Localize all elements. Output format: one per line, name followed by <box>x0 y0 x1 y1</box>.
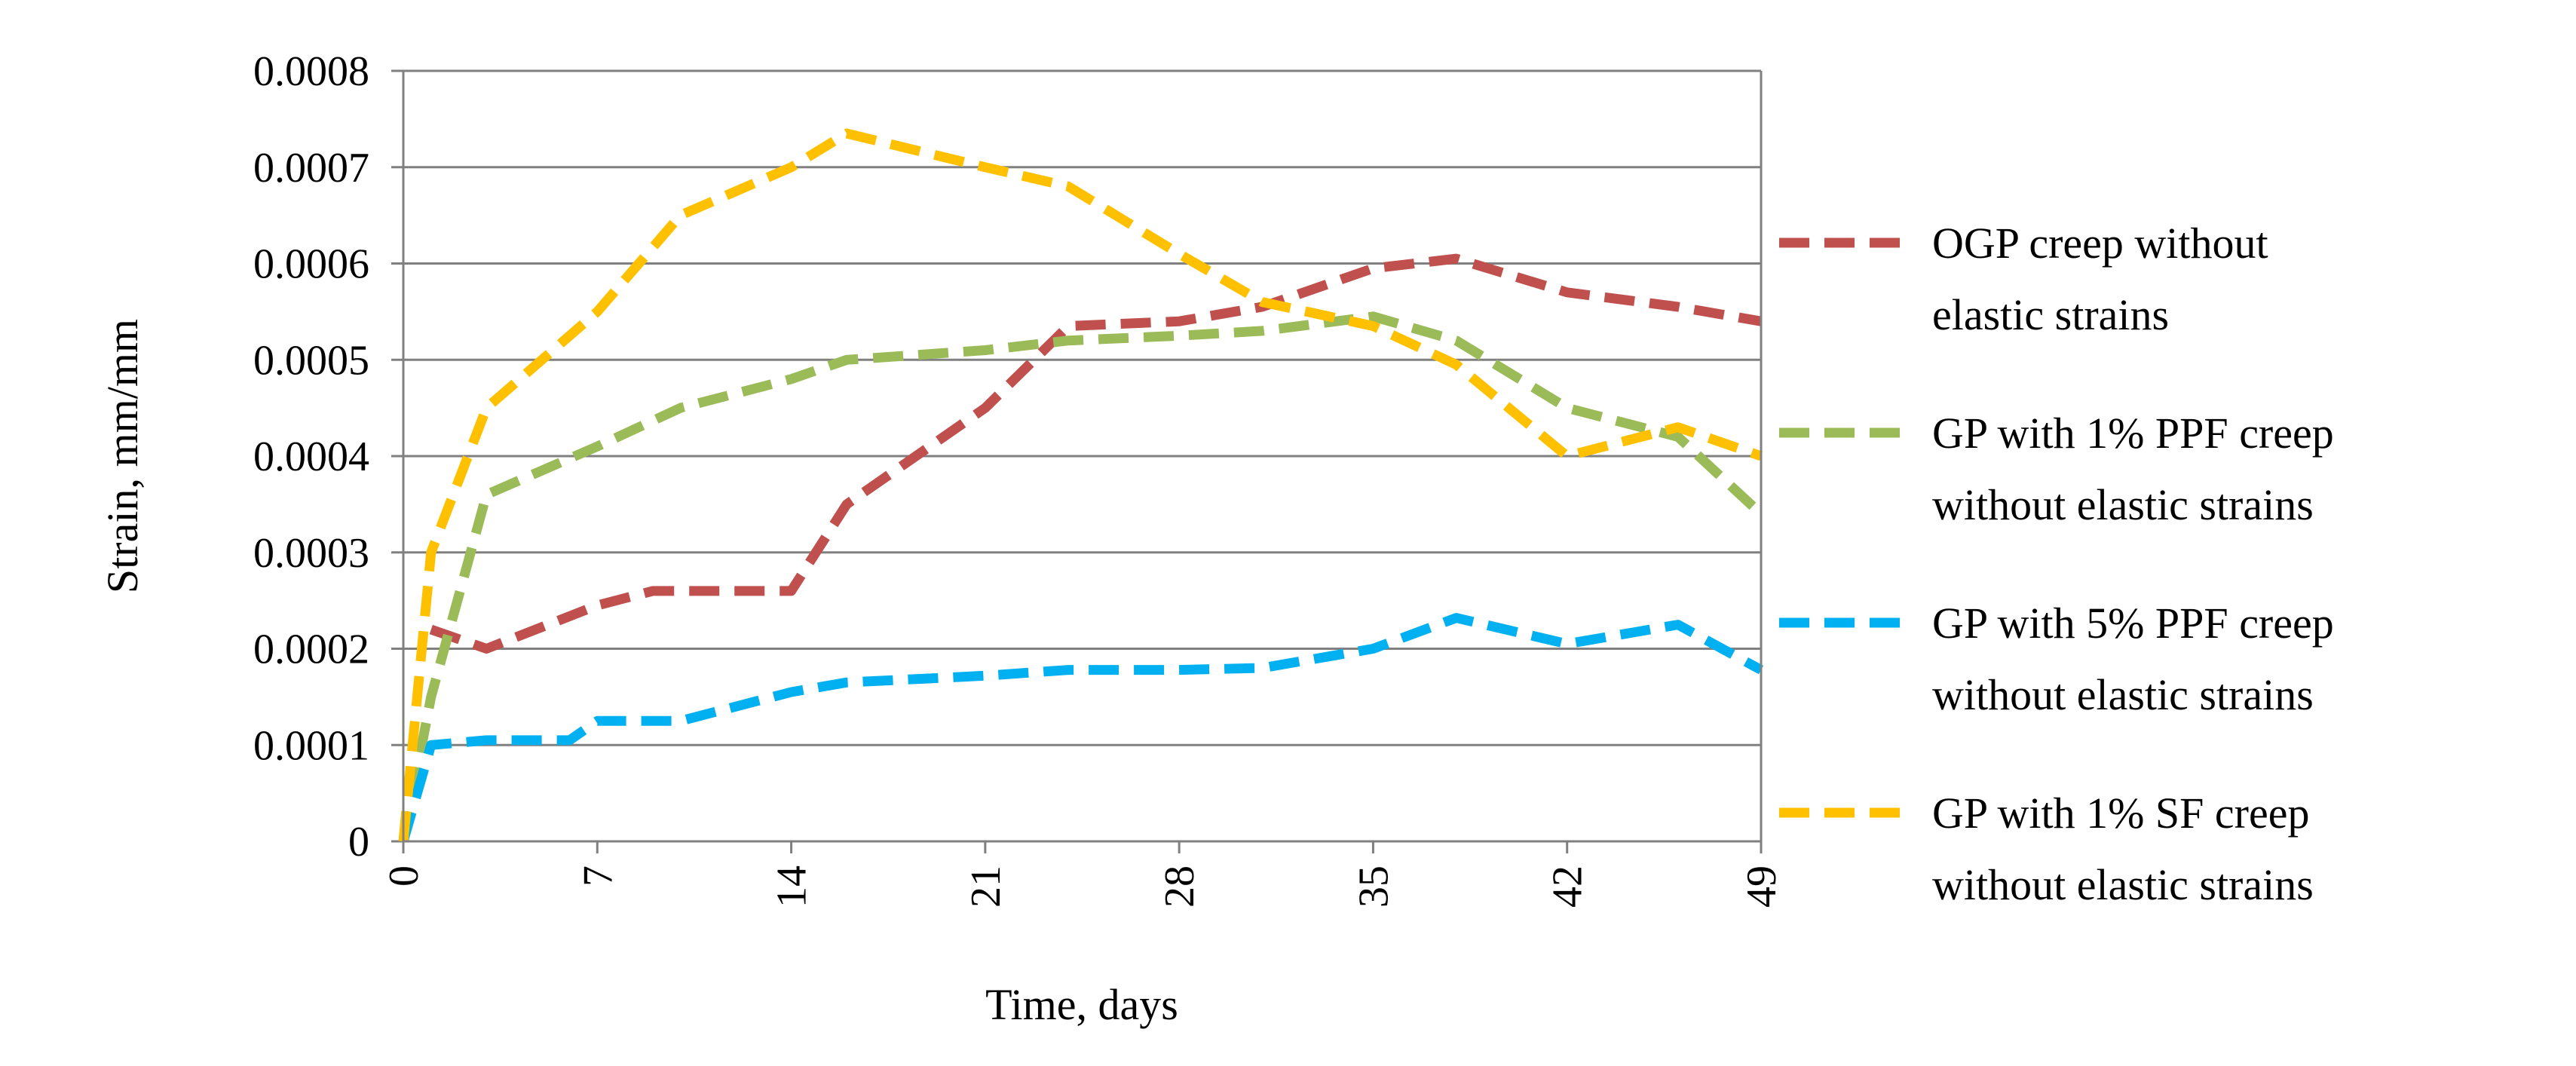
legend-label-2: without elastic strains <box>1932 480 2314 529</box>
x-tick-label: 7 <box>574 865 621 887</box>
y-tick-label: 0.0003 <box>253 530 369 577</box>
x-tick-label: 0 <box>381 865 427 887</box>
y-tick-label: 0 <box>348 819 369 865</box>
legend: OGP creep without elastic strains GP with … <box>1779 219 2334 909</box>
x-tick-label: 14 <box>769 865 816 908</box>
x-axis-title: Time, days <box>985 980 1178 1029</box>
series-line-1 <box>429 253 1763 654</box>
series-line-3 <box>398 613 1764 843</box>
legend-label-3: without elastic strains <box>1932 670 2314 719</box>
x-tick-labels: 0 7 14 21 28 35 42 49 <box>381 841 1785 908</box>
y-tick-labels: 0 0.0001 0.0002 0.0003 0.0004 0.0005 0.0006 0.0… <box>253 48 369 865</box>
gridlines <box>391 69 1761 843</box>
x-tick-label: 35 <box>1350 865 1397 908</box>
legend-label-2: GP with 1% PPF creep <box>1932 409 2334 458</box>
series-line-2 <box>398 311 1765 843</box>
x-tick-label: 49 <box>1738 865 1785 908</box>
y-tick-label: 0.0004 <box>253 433 369 480</box>
legend-label-1: OGP creep without <box>1932 219 2268 268</box>
legend-label-4: without elastic strains <box>1932 860 2314 909</box>
series-lines <box>398 128 1765 843</box>
y-tick-label: 0.0006 <box>253 241 369 288</box>
y-tick-label: 0.0007 <box>253 145 369 191</box>
y-axis-title: Strain, mm/mm <box>98 319 147 593</box>
legend-label-3: GP with 5% PPF creep <box>1932 599 2334 648</box>
y-tick-label: 0.0008 <box>253 48 369 95</box>
x-tick-label: 21 <box>963 865 1009 908</box>
series-line-4 <box>398 128 1763 842</box>
legend-label-1: elastic strains <box>1932 290 2169 339</box>
y-tick-label: 0.0002 <box>253 626 369 673</box>
x-tick-label: 42 <box>1545 865 1591 908</box>
y-tick-label: 0.0001 <box>253 722 369 769</box>
axes <box>402 71 1763 843</box>
legend-label-4: GP with 1% SF creep <box>1932 789 2309 838</box>
y-tick-label: 0.0005 <box>253 337 369 384</box>
x-tick-label: 28 <box>1156 865 1203 908</box>
